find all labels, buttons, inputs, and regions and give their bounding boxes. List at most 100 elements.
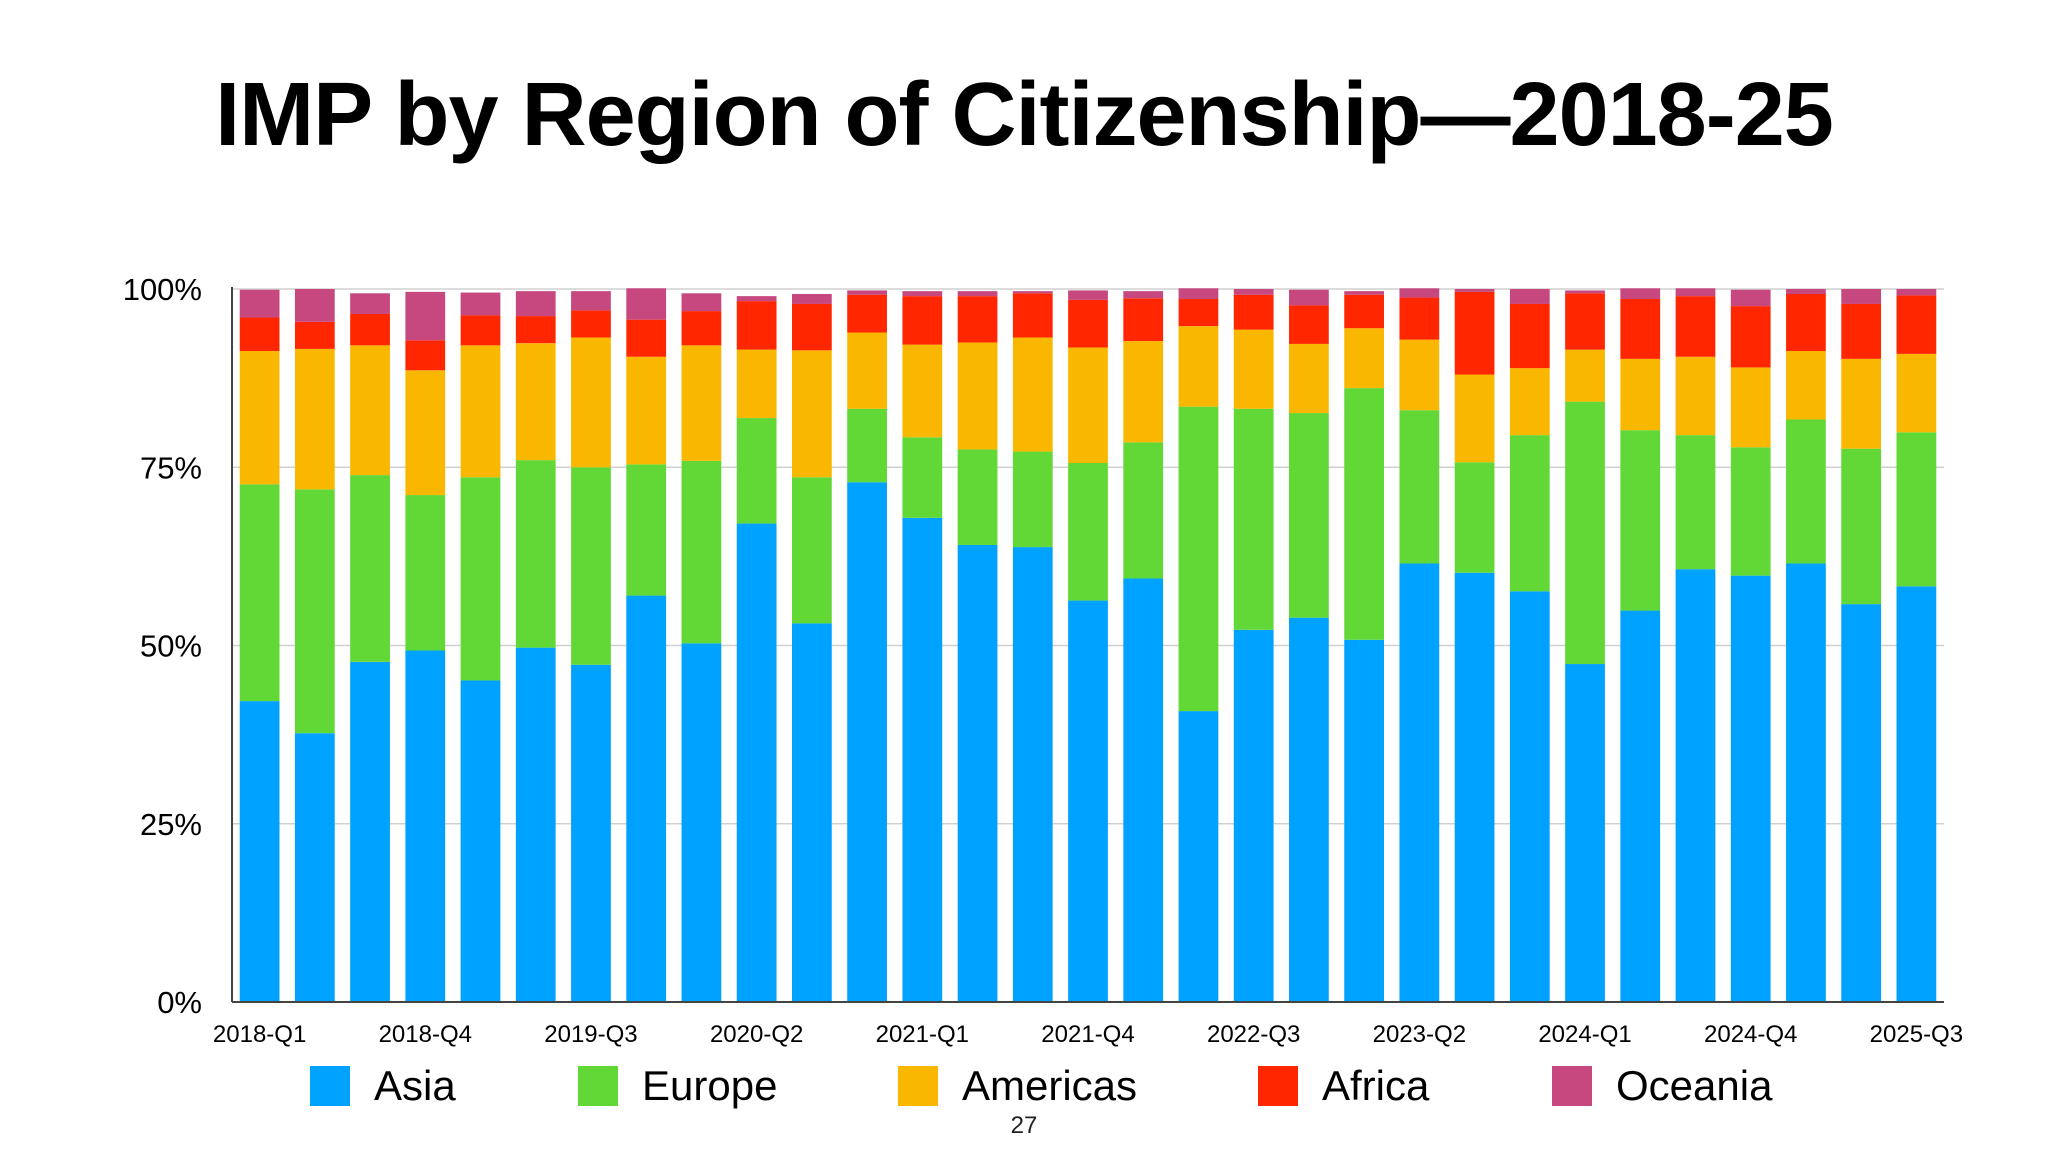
bar-segment-asia [1178,711,1219,1002]
bar-segment-oceania [1675,288,1716,297]
bar-segment-oceania [626,288,667,320]
bar-segment-europe [1730,447,1771,576]
bar-segment-americas [681,345,722,461]
bar-segment-americas [1786,351,1826,420]
bar-segment-africa [1454,291,1495,375]
bar-segment-asia [1123,578,1164,1002]
bar-segment-asia [350,661,390,1002]
bar-segment-oceania [681,293,722,312]
bar-segment-africa [1620,298,1661,359]
bar-segment-oceania [1233,289,1274,295]
bar-segment-asia [1565,664,1605,1002]
bar-segment-asia [1841,604,1882,1002]
bar-segment-oceania [1565,290,1605,294]
bar-segment-asia [902,517,943,1002]
bar-segment-africa [1344,294,1385,329]
bar-segment-asia [1289,617,1329,1002]
page-number: 27 [1010,1112,1038,1139]
bar-segment-africa [626,319,667,357]
bar-segment-europe [405,495,446,651]
legend-label-americas: Americas [962,1062,1138,1109]
bar-segment-asia [957,544,998,1002]
legend-item-asia: Asia [310,1056,456,1116]
bar-segment-europe [681,460,722,644]
bar-segment-europe [1289,413,1329,618]
bar-segment-americas [571,337,611,468]
bar-segment-africa [239,317,280,352]
bar-segment-africa [1012,293,1053,338]
bar-segment-asia [239,701,280,1002]
bar-segment-oceania [1012,291,1053,294]
bar-segment-africa [1233,294,1274,330]
bar-segment-americas [294,348,335,490]
bar-segment-asia [1344,639,1385,1002]
legend-item-oceania: Oceania [1552,1056,1772,1116]
bar-segment-americas [405,370,446,496]
bar-segment-oceania [1620,288,1661,299]
bar-segment-oceania [1896,289,1937,296]
bar-segment-oceania [1454,289,1495,292]
legend-swatch-oceania [1552,1066,1592,1106]
legend: Asia Europe Americas Africa Oceania [0,1056,2048,1116]
x-tick-labels: 2018-Q1 2018-Q4 2019-Q3 2020-Q2 2021-Q1 2021-… [213,1021,1963,1048]
bar-segment-europe [350,475,390,662]
bar-segment-americas [1068,347,1108,463]
bar-segment-oceania [1730,289,1771,307]
bar-segment-africa [294,321,335,349]
bar-segment-europe [1123,442,1164,579]
bar-segment-americas [1178,326,1219,407]
bar-segment-asia [571,664,611,1002]
bar-segment-africa [791,303,832,351]
x-tick-label: 2018-Q1 [213,1021,306,1048]
bar-segment-oceania [791,293,832,304]
bar-segment-oceania [1786,289,1826,294]
x-tick-label: 2020-Q2 [710,1021,803,1048]
bar-segment-africa [1786,293,1826,352]
bar-segment-oceania [515,291,556,317]
bar-segment-europe [1841,448,1882,605]
bar-segment-americas [1675,356,1716,436]
bar-segment-asia [1730,575,1771,1002]
x-tick-label: 2021-Q1 [876,1021,969,1048]
bar-segment-americas [791,350,832,478]
bar-segment-europe [571,467,611,665]
bar-segment-europe [1565,401,1605,665]
legend-label-africa: Africa [1322,1062,1430,1109]
y-tick-label: 100% [123,272,202,307]
bar-segment-americas [1730,367,1771,448]
bar-segment-oceania [1841,289,1882,304]
bar-segment-africa [1565,293,1605,350]
bar-segment-asia [294,733,335,1002]
bar-segment-americas [1896,353,1937,433]
bar-segment-americas [350,345,390,476]
legend-swatch-africa [1258,1066,1298,1106]
x-tick-label: 2018-Q4 [379,1021,472,1048]
bar-segment-americas [1620,358,1661,431]
bar-segment-asia [847,482,887,1003]
bar-segment-africa [1730,306,1771,368]
x-tick-label: 2023-Q2 [1373,1021,1466,1048]
x-tick-label: 2019-Q3 [544,1021,637,1048]
bar-segment-europe [1675,435,1716,570]
bar-segment-americas [957,342,998,450]
y-tick-label: 75% [140,450,202,485]
bar-segment-asia [405,650,446,1002]
bar-segment-africa [1123,298,1164,342]
legend-swatch-europe [578,1066,618,1106]
bar-segment-asia [1233,629,1274,1002]
bar-segment-asia [515,647,556,1002]
bar-segment-asia [1786,563,1826,1002]
bar-segment-oceania [460,292,501,316]
bar-segment-africa [1675,296,1716,357]
bar-segment-americas [1565,349,1605,402]
x-tick-label: 2021-Q4 [1041,1021,1134,1048]
bar-segment-africa [902,296,943,345]
bar-segment-asia [1896,586,1937,1002]
legend-swatch-americas [898,1066,938,1106]
bar-segment-asia [681,643,722,1002]
bars [239,288,1937,1003]
bar-segment-americas [515,343,556,461]
bar-segment-europe [515,460,556,648]
bar-segment-asia [1068,600,1108,1002]
